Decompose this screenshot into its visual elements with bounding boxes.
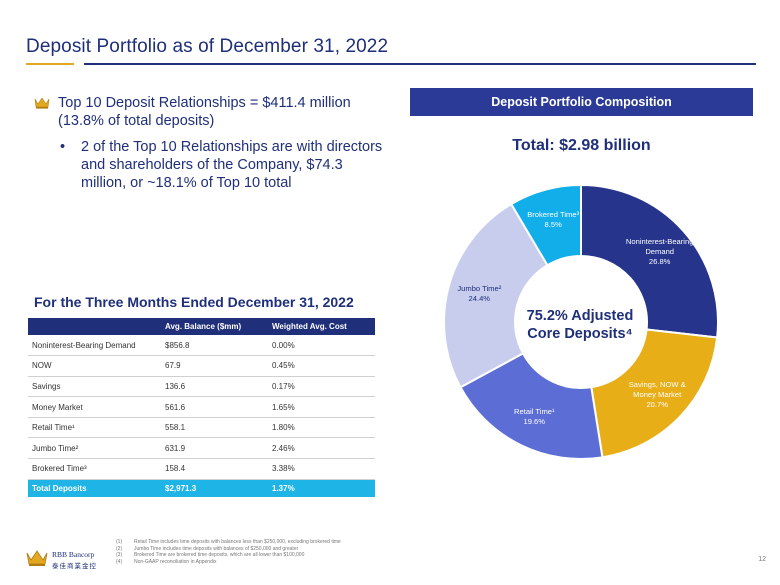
table-row: NOW 67.9 0.45% <box>28 355 375 377</box>
table-cell: $856.8 <box>161 335 268 357</box>
table-cell: Jumbo Time² <box>28 437 161 460</box>
table-cell: 0.17% <box>268 376 375 398</box>
footnote-text: Retail Time includes time deposits with … <box>134 539 341 545</box>
footnote-number: (4) <box>116 558 123 565</box>
table-cell: 3.38% <box>268 458 375 480</box>
logo-crown-icon <box>26 550 48 566</box>
slice-label: Retail Time¹ 19.6% <box>499 407 569 427</box>
footnote-number: (1) <box>116 539 123 545</box>
title-rule <box>26 63 756 65</box>
table-cell: NOW <box>28 355 161 377</box>
table-header-cell <box>28 318 161 335</box>
company-logo: RBB Bancorp 泰佳商業金控 <box>26 549 106 571</box>
page-title: Deposit Portfolio as of December 31, 202… <box>26 36 389 57</box>
table-cell: 0.00% <box>268 335 375 357</box>
table-total-cell: $2,971.3 <box>161 479 268 498</box>
table-cell: 631.9 <box>161 437 268 460</box>
donut-slice <box>590 328 719 459</box>
slice-label-name: Savings, NOW & Money Market <box>628 379 686 399</box>
table-header-cell: Avg. Balance ($mm) <box>161 318 268 335</box>
footnote-text: Brokered Time are brokered time deposits… <box>134 552 305 559</box>
table-header-cell: Weighted Avg. Cost <box>268 318 375 335</box>
bullet-list: Top 10 Deposit Relationships = $411.4 mi… <box>34 94 384 192</box>
table-cell: Brokered Time³ <box>28 458 161 480</box>
table-cell: 558.1 <box>161 417 268 439</box>
table-total-row: Total Deposits $2,971.3 1.37% <box>28 479 375 498</box>
composition-header: Deposit Portfolio Composition <box>410 88 753 116</box>
logo-chinese-name: 泰佳商業金控 <box>52 563 97 570</box>
bullet-dot-icon: • <box>60 139 66 155</box>
table-row: Retail Time¹ 558.1 1.80% <box>28 417 375 439</box>
donut-slice <box>580 183 719 339</box>
table-cell: Retail Time¹ <box>28 417 161 439</box>
footnote: (2) Jumbo Time includes time deposits wit… <box>116 546 341 553</box>
table-title: For the Three Months Ended December 31, … <box>34 294 354 310</box>
crown-icon <box>34 97 50 109</box>
donut-slice <box>443 202 549 389</box>
logo-name: RBB Bancorp <box>52 550 95 559</box>
table-cell: 1.80% <box>268 417 375 439</box>
footnote: (4) Non-GAAP reconciliation in Appendix <box>116 559 341 566</box>
total-label: Total: $2.98 billion <box>512 137 651 154</box>
bullet-sub: • 2 of the Top 10 Relationships are with… <box>34 138 384 192</box>
table-cell: 158.4 <box>161 458 268 480</box>
donut-center-text: 75.2% Adjusted Core Deposits⁴ <box>526 308 634 342</box>
footnote: (1) Retail Time includes time deposits wi… <box>116 539 341 546</box>
footnotes: (1) Retail Time includes time deposits wi… <box>116 539 341 565</box>
slice-label-name: Brokered Time³ <box>527 210 580 220</box>
slice-label-value: 26.8% <box>648 256 671 266</box>
bullet-main-text: Top 10 Deposit Relationships = $411.4 mi… <box>58 95 351 129</box>
footnote-number: (2) <box>116 545 123 552</box>
slice-label: Jumbo Time² 24.4% <box>444 284 514 304</box>
slice-label-name: Noninterest-Bearing Demand <box>625 236 694 256</box>
table-row: Jumbo Time² 631.9 2.46% <box>28 437 375 460</box>
donut-slice <box>509 183 582 267</box>
slice-label-value: 24.4% <box>468 293 491 303</box>
title-rule-gold <box>26 63 74 65</box>
slice-label-value: 19.6% <box>523 416 546 426</box>
table-cell: 1.65% <box>268 396 375 418</box>
table-cell: 0.45% <box>268 355 375 377</box>
footnote-text: Jumbo Time includes time deposits with b… <box>134 545 299 552</box>
deposit-table: Avg. Balance ($mm) Weighted Avg. Cost No… <box>28 318 375 498</box>
page-number: 12 <box>758 556 766 563</box>
table-cell: Savings <box>28 376 161 398</box>
bullet-sub-text: 2 of the Top 10 Relationships are with d… <box>81 139 383 191</box>
table-row: Brokered Time³ 158.4 3.38% <box>28 458 375 480</box>
slice-label-value: 8.5% <box>544 220 562 230</box>
table-header-row: Avg. Balance ($mm) Weighted Avg. Cost <box>28 318 375 335</box>
table-cell: 67.9 <box>161 355 268 377</box>
title-rule-navy <box>84 63 756 65</box>
slice-label: Noninterest-Bearing Demand 26.8% <box>625 237 695 267</box>
donut-slice <box>459 352 604 460</box>
footnote-text: Non-GAAP reconciliation in Appendix <box>134 558 217 565</box>
table-cell: 136.6 <box>161 376 268 398</box>
table-row: Money Market 561.6 1.65% <box>28 396 375 418</box>
table-cell: 2.46% <box>268 437 375 460</box>
table-total-cell: 1.37% <box>268 479 375 498</box>
bullet-main: Top 10 Deposit Relationships = $411.4 mi… <box>34 94 384 130</box>
slice-label: Savings, NOW & Money Market 20.7% <box>622 380 692 410</box>
table-cell: Money Market <box>28 396 161 418</box>
table-row: Noninterest-Bearing Demand $856.8 0.00% <box>28 335 375 357</box>
slice-label-name: Jumbo Time² <box>457 283 502 293</box>
footnote-number: (3) <box>116 552 123 559</box>
table-row: Savings 136.6 0.17% <box>28 376 375 398</box>
deposit-donut-chart <box>443 183 719 460</box>
slice-label: Brokered Time³ 8.5% <box>518 210 588 230</box>
slice-label-name: Retail Time¹ <box>514 406 555 416</box>
table-cell: Noninterest-Bearing Demand <box>28 335 161 357</box>
table-cell: 561.6 <box>161 396 268 418</box>
table-total-cell: Total Deposits <box>28 479 161 498</box>
slice-label-value: 20.7% <box>646 399 668 409</box>
footnote: (3) Brokered Time are brokered time depos… <box>116 552 341 559</box>
